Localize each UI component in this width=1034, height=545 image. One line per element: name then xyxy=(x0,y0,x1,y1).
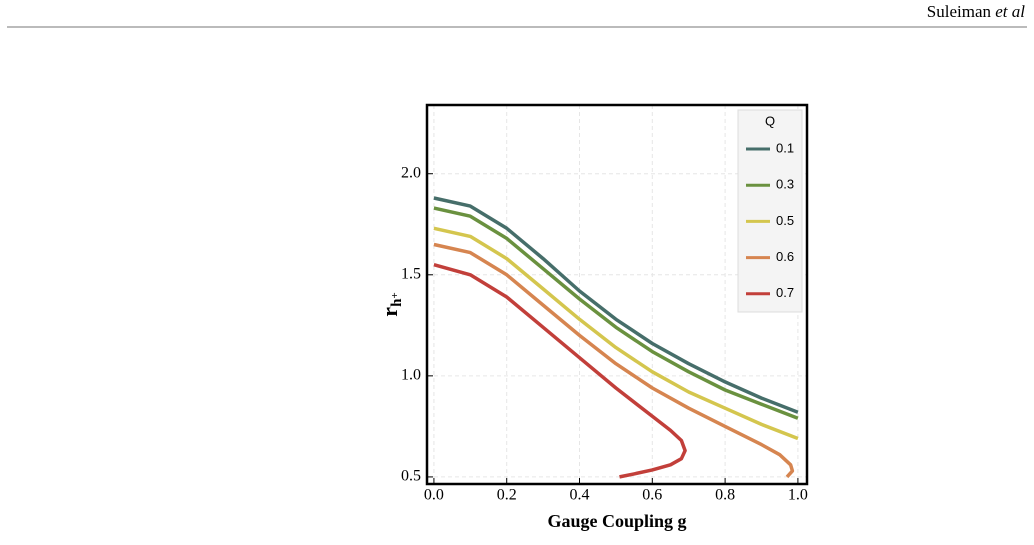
curve xyxy=(433,206,799,420)
y-tick-label: 2.0 xyxy=(401,164,421,181)
plot-frame xyxy=(425,103,809,486)
header-author: Suleiman xyxy=(927,2,992,21)
y-tick-label: 1.0 xyxy=(401,367,421,384)
y-tick-label: 1.5 xyxy=(401,265,421,282)
x-tick-label: 0.8 xyxy=(715,487,735,504)
legend-label: 0.1 xyxy=(776,140,794,155)
curve xyxy=(433,242,795,479)
curve xyxy=(433,226,799,441)
y-label-sub: h xyxy=(389,298,405,307)
x-tick-label: 0.2 xyxy=(497,487,517,504)
legend-label: 0.3 xyxy=(776,177,794,192)
x-tick-label: 0.6 xyxy=(642,487,662,504)
x-tick-label: 0.0 xyxy=(424,487,444,504)
y-tick-label: 0.5 xyxy=(401,468,421,485)
legend-label: 0.7 xyxy=(776,285,794,300)
legend-label: 0.5 xyxy=(776,213,794,228)
x-tick-label: 0.4 xyxy=(570,487,590,504)
header-etal: et al xyxy=(995,2,1025,21)
x-tick-label: 1.0 xyxy=(788,487,808,504)
x-axis-label: Gauge Coupling g xyxy=(547,511,686,531)
running-header: Suleiman et al xyxy=(927,2,1025,21)
legend-label: 0.6 xyxy=(776,249,794,264)
curve xyxy=(433,196,799,414)
y-axis-label: rh+ xyxy=(377,292,405,316)
curve xyxy=(433,263,687,479)
y-label-base: r xyxy=(377,307,402,317)
chart: 0.0 0.2 0.4 0.6 0.8 1.0 0.5 1.0 1.5 2.0 Q0.1 0.3 0.5… xyxy=(377,103,809,531)
legend-box xyxy=(737,109,803,313)
legend-title: Q xyxy=(765,113,775,128)
y-label-subsup: + xyxy=(389,292,401,298)
